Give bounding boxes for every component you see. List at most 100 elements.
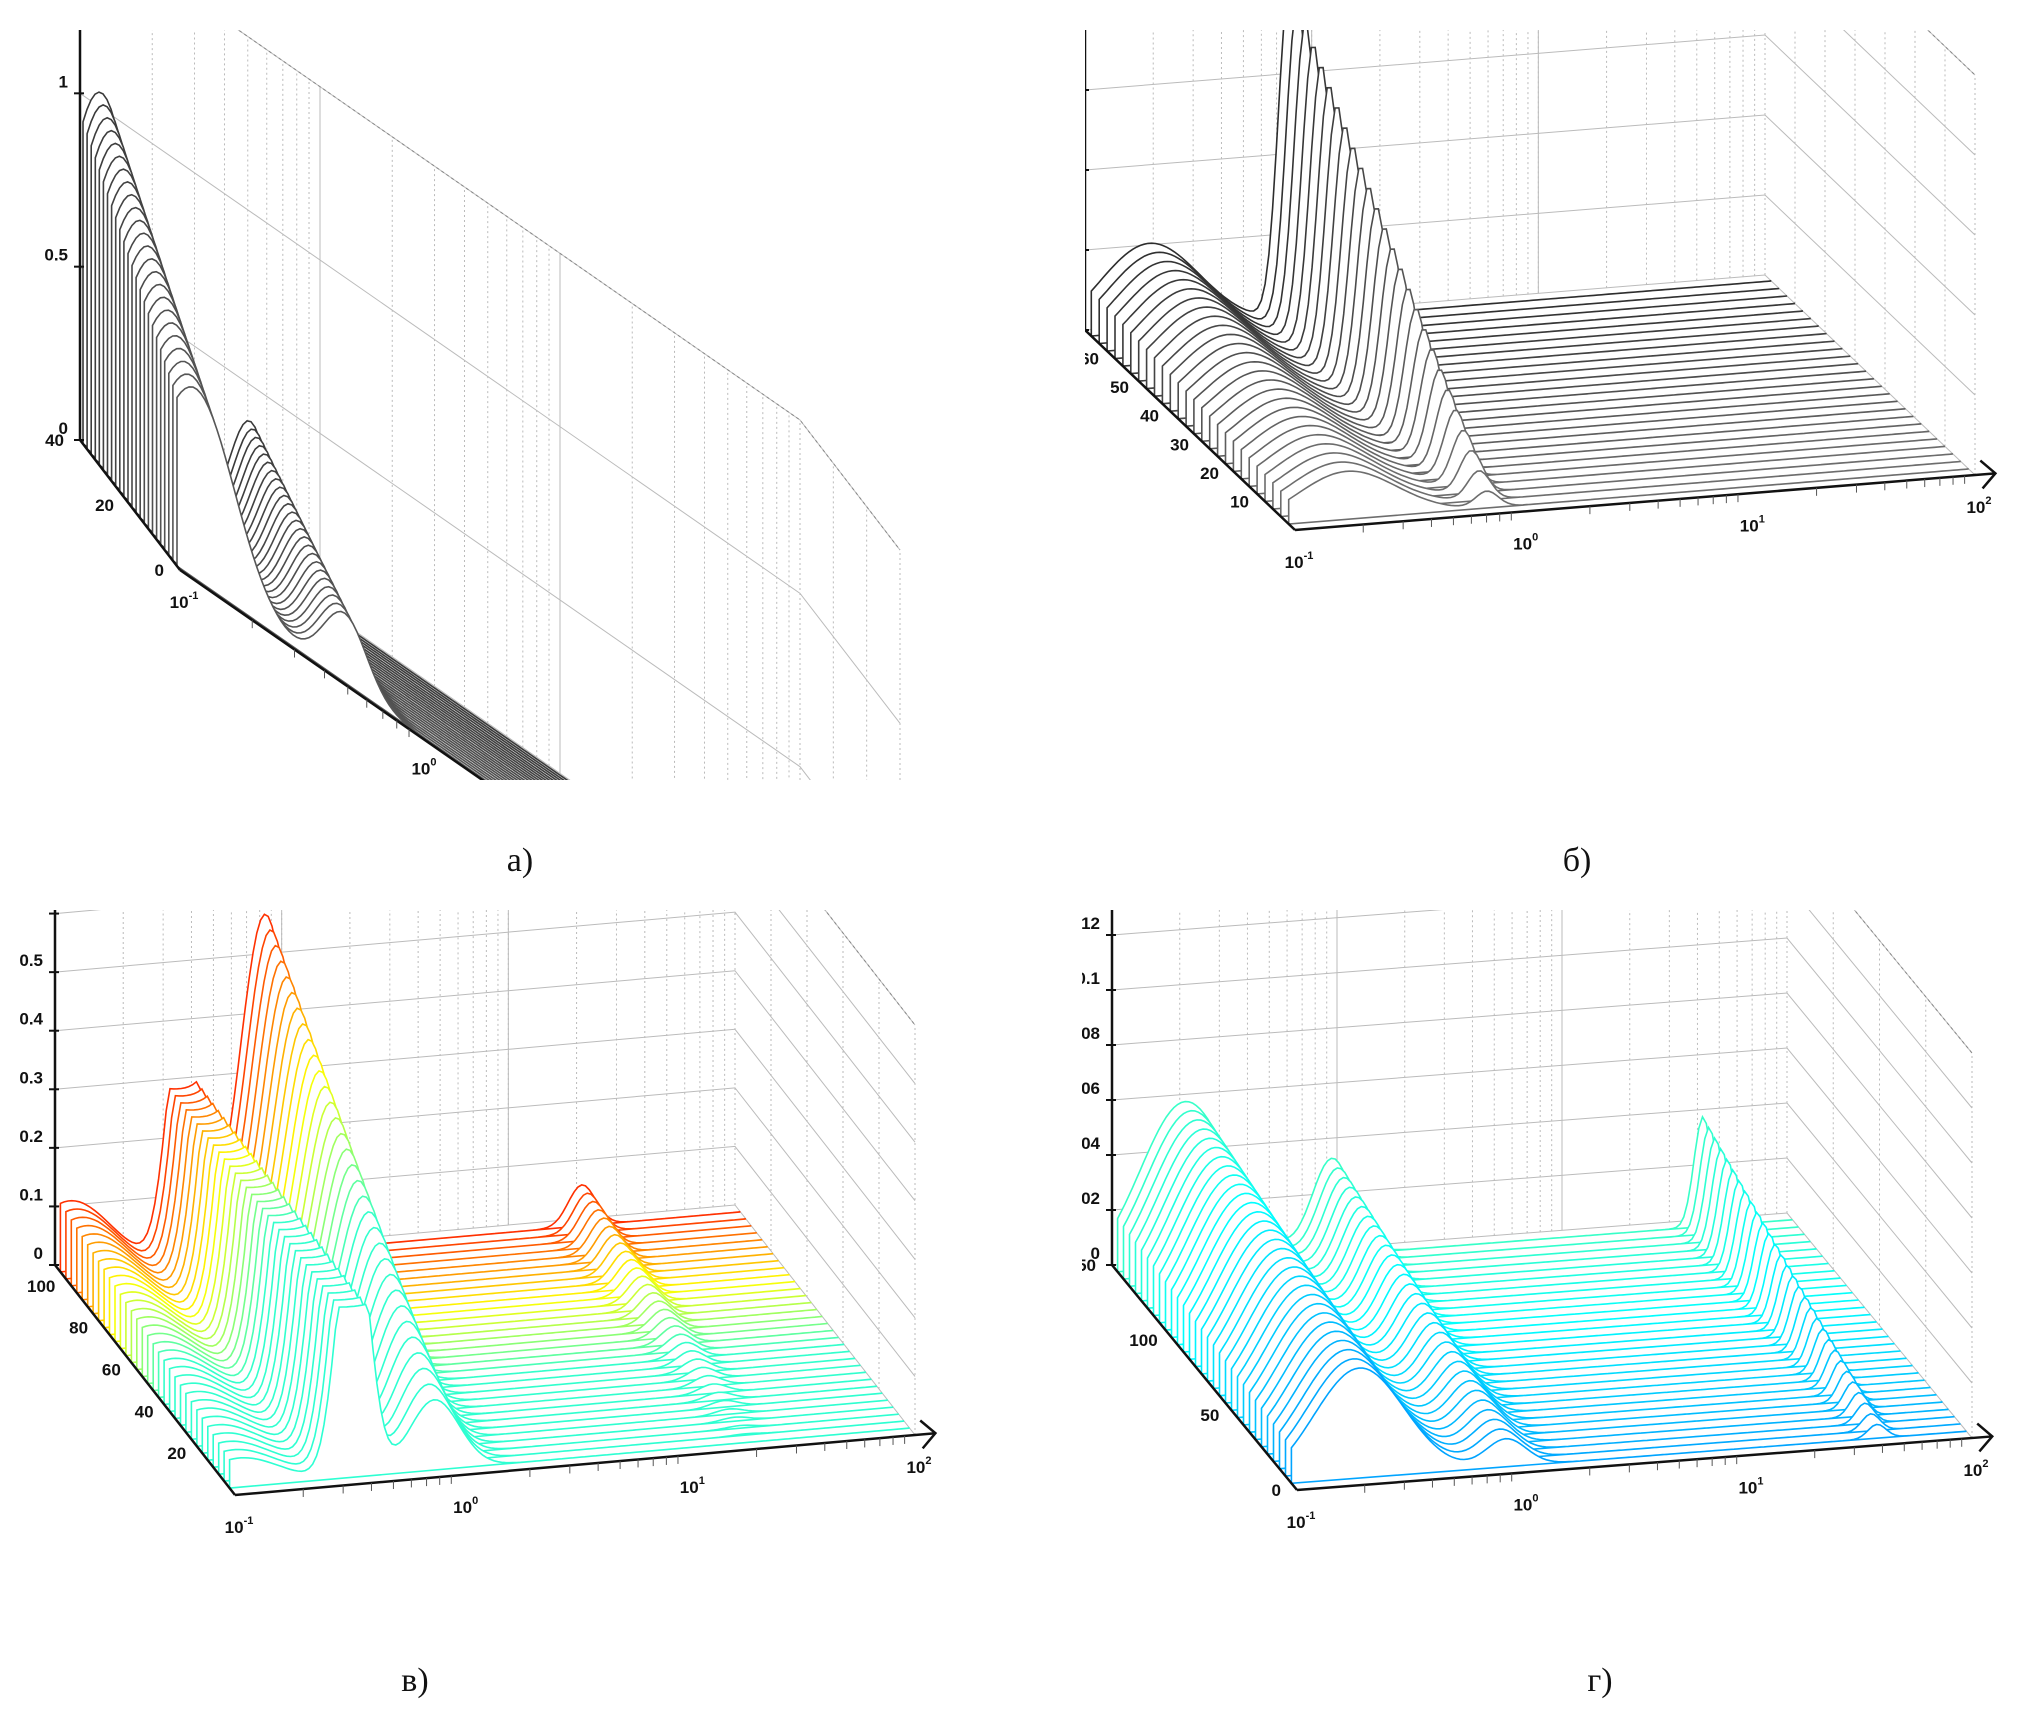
y-tick-label: 50 [1110,378,1129,397]
waterfall-slice [1272,450,1953,510]
gridline-z [1853,910,1973,1054]
x-tick-exp: 2 [925,1455,931,1467]
x-tick-base: 10 [680,1478,699,1497]
z-tick-label: 1 [59,72,68,91]
y-tick-label: 0 [1272,1481,1281,1500]
y-tick-label: 60 [102,1361,121,1380]
y-tick-label: 100 [27,1277,55,1296]
gridline-z [1843,30,1976,156]
x-tick-label: 101 [1740,513,1765,535]
x-tick-exp: -1 [244,1515,254,1527]
axes [1085,30,1998,532]
back-walls [1111,910,1973,1439]
x-tick-base: 10 [453,1498,472,1517]
chart-panel-c: 00.10.20.30.40.50.60.72040608010010-1100… [20,910,980,1650]
x-tick-exp: 1 [1757,1475,1763,1487]
waterfall-slice [217,1289,899,1476]
z-tick-label: 0.2 [20,1127,43,1146]
wall-frame [1085,30,1976,330]
gridline-z [1085,34,1976,236]
x-axis [1296,1435,1993,1492]
x-axis [179,568,485,780]
x-tick-base: 10 [1740,516,1759,535]
gridline-z [1927,30,1976,76]
z-tick-label: 0 [59,419,68,438]
x-tick-label: 100 [1513,1493,1538,1515]
gridline-z [1111,910,1973,1109]
z-tick-label: 0.5 [44,246,68,265]
x-tick-base: 10 [411,760,430,779]
waterfall-slice [1287,468,1969,525]
z-tick-label: 0.1 [1082,969,1100,988]
y-tick-label: 150 [1082,1256,1096,1275]
axes [53,910,938,1497]
x-tick-label: 10-1 [170,590,199,612]
x-tick-base: 10 [1513,1496,1532,1515]
gridline-z [1085,114,1976,316]
y-axis [54,1264,236,1496]
y-axis [79,439,181,571]
z-tick-label: 0 [34,1244,43,1263]
x-tick-base: 10 [906,1458,925,1477]
y-axis [1111,1264,1298,1491]
y-tick-label: 80 [69,1319,88,1338]
waterfall-slice [1264,429,1946,503]
x-tick-label: 10-1 [1285,550,1314,572]
z-tick-label: 0.04 [1082,1134,1101,1153]
axes [1110,910,1995,1492]
axis-arrow [1979,459,1998,490]
z-tick-label: 0.02 [1082,1189,1100,1208]
z-tick-label: 0.4 [20,1010,44,1029]
y-tick-label: 40 [45,431,64,450]
x-tick-exp: 2 [1985,495,1991,507]
x-tick-exp: 1 [1759,513,1765,525]
z-tick-label: 0.06 [1082,1079,1100,1098]
chart-panel-d: 00.020.040.060.080.10.120.1405010015010-… [1082,910,2037,1650]
axis-arrow [919,1419,938,1450]
y-axis [1085,329,1296,531]
z-tick-label: 0.6 [20,910,43,912]
y-tick-label: 30 [1170,435,1189,454]
y-tick-label: 20 [95,496,114,515]
x-tick-exp: -1 [1304,550,1314,562]
x-tick-exp: 0 [1532,1493,1538,1505]
y-tick-label: 60 [1085,350,1099,369]
x-tick-label: 10-1 [225,1515,254,1537]
x-tick-label: 10-1 [1287,1510,1316,1532]
waterfall-slices [59,913,910,1489]
gridline-z [824,910,916,1026]
axis-arrow [1976,1422,1995,1453]
waterfall-slice [1256,409,1938,495]
caption-a: а) [506,842,534,879]
waterfall-slice [1290,1367,1967,1485]
x-tick-exp: 0 [430,757,436,769]
x-tick-base: 10 [1285,553,1304,572]
x-tick-label: 101 [680,1475,705,1497]
gridline-z [1111,937,1973,1164]
x-tick-label: 102 [1963,1458,1988,1480]
x-tick-base: 10 [1287,1513,1306,1532]
axes [78,30,485,780]
waterfall-chart-d: 00.020.040.060.080.10.120.1405010015010-… [1082,910,1995,1532]
x-tick-exp: -1 [189,590,199,602]
waterfall-slice [228,1303,910,1489]
caption-b: б) [1562,842,1592,879]
y-tick-label: 20 [1200,464,1219,483]
x-tick-base: 10 [225,1518,244,1537]
y-tick-label: 100 [1129,1331,1157,1350]
x-tick-exp: -1 [1306,1510,1316,1522]
z-tick-label: 0.12 [1082,914,1100,933]
caption-d: г) [1587,1662,1613,1699]
x-tick-label: 101 [1738,1475,1763,1497]
y-tick-label: 0 [155,561,164,580]
x-tick-exp: 1 [699,1475,705,1487]
x-tick-label: 102 [906,1455,931,1477]
y-tick-label: 40 [135,1402,154,1421]
z-tick-label: 0.08 [1082,1024,1100,1043]
waterfall-slices [82,91,569,780]
x-tick-label: 100 [453,1495,478,1517]
